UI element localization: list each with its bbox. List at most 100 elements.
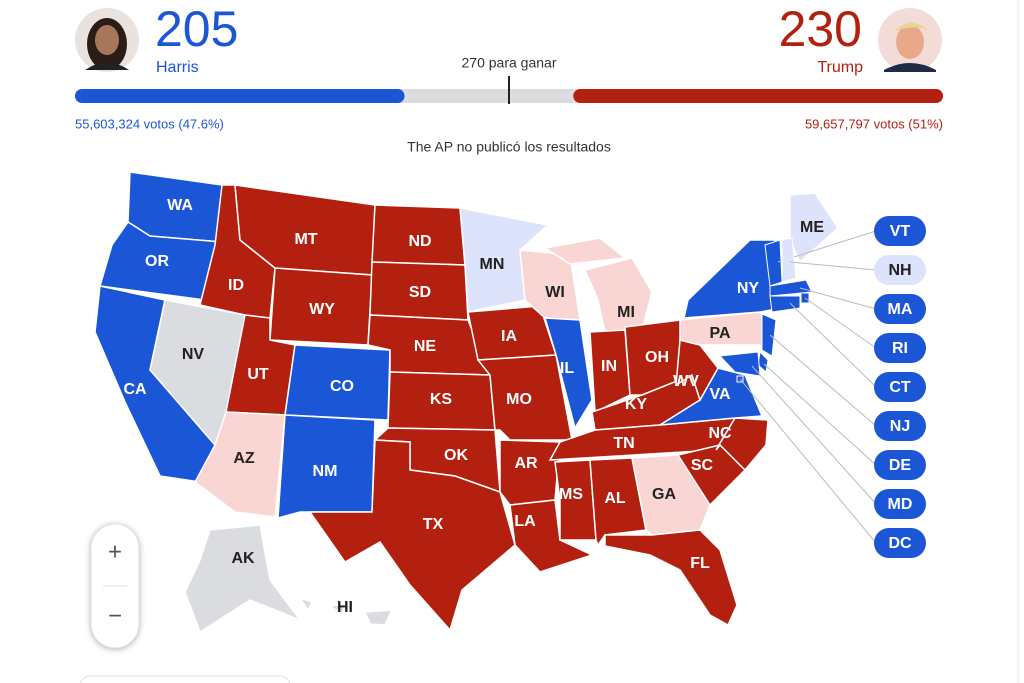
state-label: GA — [652, 486, 676, 503]
state-label: WY — [309, 301, 335, 318]
state-label: LA — [514, 513, 536, 530]
state-label: TX — [423, 516, 444, 533]
state-button-label: VT — [890, 223, 911, 240]
state-label: SD — [409, 284, 431, 301]
results-note: The AP no publicó los resultados — [407, 139, 611, 155]
state-button-label: DC — [888, 535, 912, 552]
state-label: OK — [444, 447, 468, 464]
state-button-label: NH — [888, 262, 911, 279]
state-shape — [769, 279, 813, 297]
state-shape — [718, 351, 761, 377]
state-button[interactable] — [874, 411, 926, 441]
state-shape — [499, 439, 561, 506]
state-label: OH — [645, 349, 669, 366]
state-label: OR — [145, 253, 169, 270]
state-shape — [542, 237, 627, 265]
state-label: SC — [691, 457, 714, 474]
state-label: MI — [617, 304, 635, 321]
state-shape — [761, 313, 777, 357]
state-label: CO — [330, 378, 354, 395]
state-label: NV — [182, 346, 205, 363]
state-label: AK — [231, 550, 255, 567]
state-label: NM — [313, 463, 338, 480]
state-label: UT — [247, 366, 269, 383]
state-button[interactable] — [874, 294, 926, 324]
state-button-label: RI — [892, 340, 908, 357]
state-label: IA — [501, 328, 517, 345]
callout-line — [763, 363, 877, 466]
callout-line — [751, 365, 877, 505]
state-shape — [363, 609, 394, 626]
harris-bar — [75, 89, 405, 103]
state-label: NC — [708, 425, 732, 442]
state-shape — [789, 192, 839, 264]
trump-name: Trump — [817, 59, 863, 76]
state-label: WI — [545, 284, 565, 301]
state-label: AL — [604, 490, 626, 507]
threshold-label: 270 para ganar — [462, 55, 557, 71]
state-button[interactable] — [874, 255, 926, 285]
zoom-in[interactable]: + — [108, 538, 122, 565]
callout-line — [789, 261, 877, 271]
state-label: FL — [690, 555, 710, 572]
trump-electoral-votes: 230 — [779, 1, 862, 57]
state-button[interactable] — [874, 216, 926, 246]
state-shape — [769, 295, 801, 313]
state-label: MO — [506, 391, 532, 408]
state-label: MS — [559, 486, 583, 503]
trump-votes: 59,657,797 votos (51%) — [805, 116, 943, 131]
harris-name: Harris — [156, 59, 199, 76]
state-label: AR — [514, 455, 538, 472]
state-label: IL — [560, 360, 574, 377]
bottom-panel — [79, 675, 291, 683]
state-label: HI — [337, 599, 353, 616]
state-shape — [327, 603, 347, 616]
state-button-label: DE — [889, 457, 912, 474]
trump-avatar — [878, 8, 942, 72]
state-label: MN — [480, 256, 505, 273]
callout-line — [804, 297, 877, 349]
state-label: ME — [800, 219, 824, 236]
state-label: PA — [709, 325, 730, 342]
state-button-label: NJ — [890, 418, 910, 435]
harris-avatar — [75, 8, 139, 72]
state-label: KS — [430, 391, 453, 408]
state-shape — [781, 237, 797, 283]
state-button[interactable] — [874, 372, 926, 402]
state-button[interactable] — [874, 333, 926, 363]
state-label: TN — [613, 435, 634, 452]
state-label: IN — [601, 358, 617, 375]
state-shape — [298, 596, 314, 612]
trump-bar — [573, 89, 943, 103]
state-shape — [604, 529, 738, 627]
callout-line — [739, 378, 877, 544]
state-button-label: MA — [888, 301, 913, 318]
state-label: NE — [414, 338, 437, 355]
harris-electoral-votes: 205 — [155, 1, 238, 57]
state-button[interactable] — [874, 489, 926, 519]
state-label: WA — [167, 197, 193, 214]
zoom-out[interactable]: − — [108, 602, 122, 629]
zoom-control: + − — [90, 523, 140, 649]
state-shape — [184, 524, 303, 634]
state-label: AZ — [233, 450, 255, 467]
state-button[interactable] — [874, 528, 926, 558]
state-button[interactable] — [874, 450, 926, 480]
state-label: WV — [673, 373, 699, 390]
state-shape — [509, 499, 595, 573]
state-label: CA — [123, 381, 147, 398]
state-shape — [308, 439, 516, 632]
callout-line — [789, 302, 877, 388]
callout-line — [799, 287, 877, 310]
harris-votes: 55,603,324 votos (47.6%) — [75, 116, 224, 131]
state-button-label: MD — [888, 496, 913, 513]
state-label: ID — [228, 277, 244, 294]
state-shape — [554, 459, 597, 541]
callout-line — [769, 334, 877, 427]
state-label: KY — [625, 396, 648, 413]
state-button-label: CT — [889, 379, 911, 396]
state-shape — [543, 317, 593, 430]
state-label: NY — [737, 280, 760, 297]
state-label: ND — [408, 233, 431, 250]
